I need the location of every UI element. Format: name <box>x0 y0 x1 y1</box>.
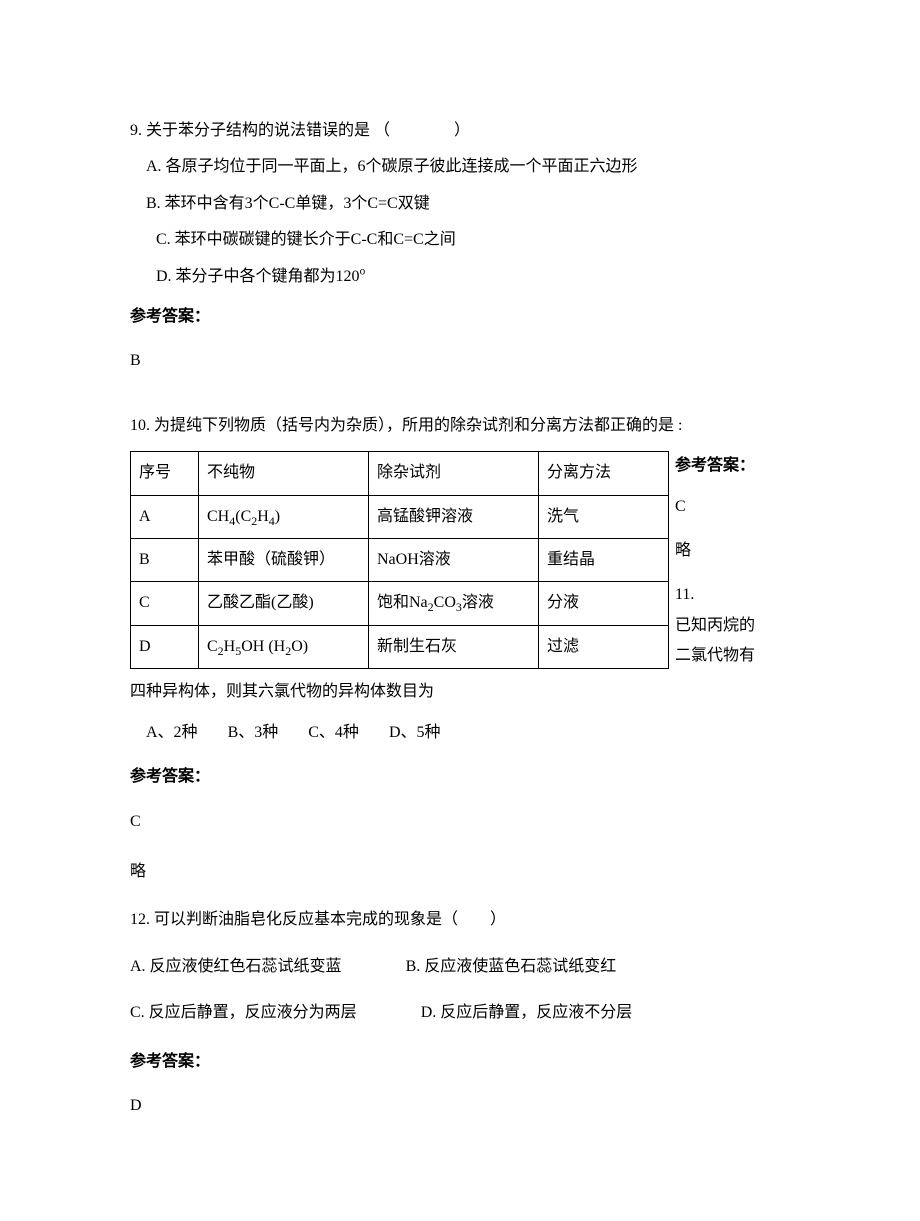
table-row: C 乙酸乙酯(乙酸) 饱和Na2CO3溶液 分液 <box>131 582 669 625</box>
q11-brief: 略 <box>130 857 800 887</box>
q11-stem-p2: 已知丙烷的 <box>675 611 800 641</box>
table-row: B 苯甲酸（硫酸钾） NaOH溶液 重结晶 <box>131 538 669 581</box>
q11-option-c: C、4种 <box>308 718 359 748</box>
col-header-method: 分离方法 <box>539 452 669 495</box>
cell-method: 分液 <box>539 582 669 625</box>
q11-option-d: D、5种 <box>389 718 441 748</box>
q10-brief: 略 <box>675 536 800 566</box>
col-header-no: 序号 <box>131 452 199 495</box>
q11-stem-cont: 四种异构体，则其六氯代物的异构体数目为 <box>130 677 800 707</box>
q9-answer: B <box>130 346 800 376</box>
q10-answer-label: 参考答案： <box>675 451 800 481</box>
q10-table-wrap: 序号 不纯物 除杂试剂 分离方法 A CH4(C2H4) 高锰酸钾溶液 洗气 B… <box>130 451 800 671</box>
q10-answer: C <box>675 492 800 522</box>
cell-no: C <box>131 582 199 625</box>
q11-answer-label: 参考答案： <box>130 762 800 792</box>
cell-method: 重结晶 <box>539 538 669 581</box>
q11-stem-p1: 11. <box>675 580 800 610</box>
cell-impure: 苯甲酸（硫酸钾） <box>199 538 369 581</box>
q9-option-b: B. 苯环中含有3个C-C单键，3个C=C双键 <box>130 189 800 219</box>
q12-stem: 12. 可以判断油脂皂化反应基本完成的现象是（ ） <box>130 905 800 935</box>
q9-option-d-text: D. 苯分子中各个键角都为120 <box>156 268 360 285</box>
q10-stem: 10. 为提纯下列物质（括号内为杂质），所用的除杂试剂和分离方法都正确的是 : <box>130 411 800 441</box>
table-row: A CH4(C2H4) 高锰酸钾溶液 洗气 <box>131 495 669 538</box>
degree-superscript: o <box>360 265 366 277</box>
q12-options-row2: C. 反应后静置，反应液分为两层 D. 反应后静置，反应液不分层 <box>130 998 800 1028</box>
q11-option-b: B、3种 <box>228 718 279 748</box>
cell-no: A <box>131 495 199 538</box>
q12-answer-label: 参考答案： <box>130 1047 800 1077</box>
purity-table: 序号 不纯物 除杂试剂 分离方法 A CH4(C2H4) 高锰酸钾溶液 洗气 B… <box>130 451 669 669</box>
q12-option-d: D. 反应后静置，反应液不分层 <box>421 1004 633 1021</box>
cell-impure: CH4(C2H4) <box>199 495 369 538</box>
q11-stem-p3: 二氯代物有 <box>675 641 800 671</box>
q11-options: A、2种 B、3种 C、4种 D、5种 <box>130 718 800 748</box>
table-header-row: 序号 不纯物 除杂试剂 分离方法 <box>131 452 669 495</box>
cell-no: D <box>131 625 199 668</box>
cell-reagent: 高锰酸钾溶液 <box>369 495 539 538</box>
cell-no: B <box>131 538 199 581</box>
q9-answer-label: 参考答案： <box>130 302 800 332</box>
q9-stem: 9. 关于苯分子结构的说法错误的是 （ ） <box>130 116 800 146</box>
q12-option-a: A. 反应液使红色石蕊试纸变蓝 <box>130 952 342 982</box>
cell-reagent: 新制生石灰 <box>369 625 539 668</box>
cell-method: 洗气 <box>539 495 669 538</box>
cell-impure: C2H5OH (H2O) <box>199 625 369 668</box>
q12-option-c: C. 反应后静置，反应液分为两层 <box>130 998 357 1028</box>
q9-option-a: A. 各原子均位于同一平面上，6个碳原子彼此连接成一个平面正六边形 <box>130 152 800 182</box>
q12-option-b: B. 反应液使蓝色石蕊试纸变红 <box>406 958 617 975</box>
q11-option-a: A、2种 <box>146 718 198 748</box>
side-wrap-text: 参考答案： C 略 11. 已知丙烷的 二氯代物有 <box>669 451 800 671</box>
q12-answer: D <box>130 1091 800 1121</box>
q9-option-c: C. 苯环中碳碳键的键长介于C-C和C=C之间 <box>130 225 800 255</box>
cell-reagent: 饱和Na2CO3溶液 <box>369 582 539 625</box>
col-header-impure: 不纯物 <box>199 452 369 495</box>
cell-reagent: NaOH溶液 <box>369 538 539 581</box>
cell-method: 过滤 <box>539 625 669 668</box>
cell-impure: 乙酸乙酯(乙酸) <box>199 582 369 625</box>
exam-page: 9. 关于苯分子结构的说法错误的是 （ ） A. 各原子均位于同一平面上，6个碳… <box>0 0 920 1221</box>
table-row: D C2H5OH (H2O) 新制生石灰 过滤 <box>131 625 669 668</box>
col-header-reagent: 除杂试剂 <box>369 452 539 495</box>
q11-answer: C <box>130 807 800 837</box>
q9-option-d: D. 苯分子中各个键角都为120o <box>130 262 800 292</box>
q12-options-row1: A. 反应液使红色石蕊试纸变蓝 B. 反应液使蓝色石蕊试纸变红 <box>130 952 800 982</box>
